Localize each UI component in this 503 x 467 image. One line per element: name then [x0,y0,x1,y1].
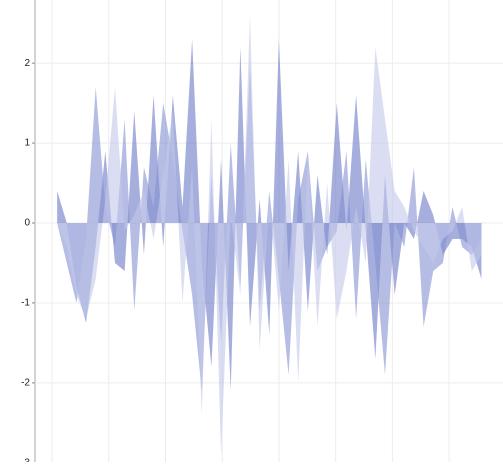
y-tick-label: -1 [21,298,30,309]
area [57,15,482,455]
area [57,39,482,391]
y-tick-label: 1 [24,138,30,149]
y-tick-label: 2 [24,58,30,69]
y-tick-label: 0 [24,218,30,229]
y-tick-label: -3 [21,457,30,462]
y-tick-label: -2 [21,378,30,389]
area [57,63,482,391]
